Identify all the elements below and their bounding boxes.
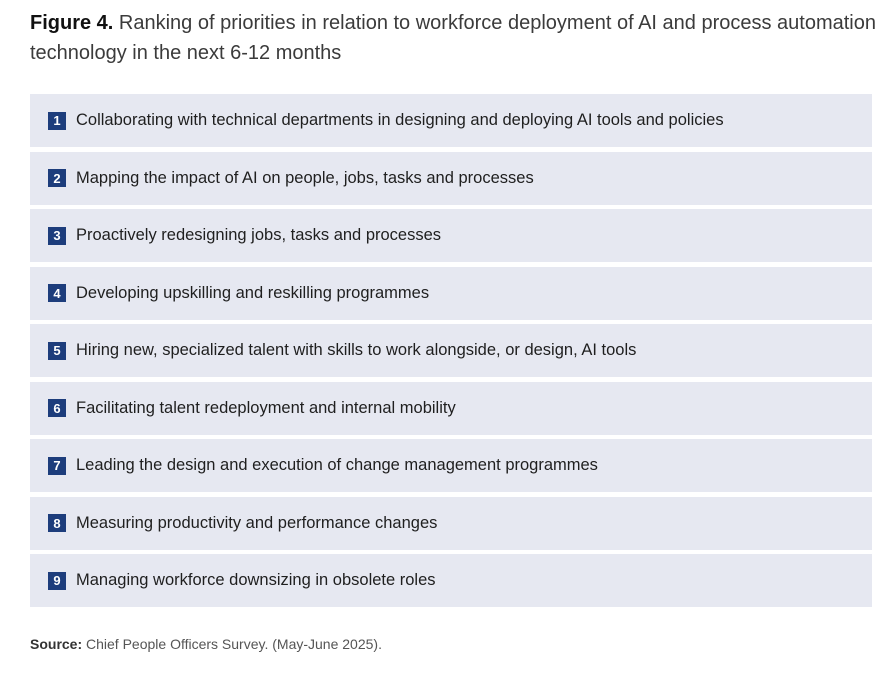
rank-row-7: 7 Leading the design and execution of ch… — [30, 439, 872, 492]
rank-row-5: 5 Hiring new, specialized talent with sk… — [30, 324, 872, 377]
rank-label: Facilitating talent redeployment and int… — [76, 398, 456, 417]
figure-title: Figure 4. Ranking of priorities in relat… — [30, 8, 880, 68]
rank-badge: 3 — [48, 226, 66, 245]
rank-badge: 9 — [48, 571, 66, 590]
figure-label: Figure 4. — [30, 12, 114, 34]
rank-badge: 6 — [48, 399, 66, 417]
rank-row-4: 4 Developing upskilling and reskilling p… — [30, 266, 872, 320]
rank-label: Collaborating with technical departments… — [76, 111, 724, 129]
rank-label: Hiring new, specialized talent with skil… — [76, 341, 637, 359]
rank-badge: 2 — [48, 169, 66, 187]
rank-row-1: 1 Collaborating with technical departmen… — [30, 94, 872, 147]
rank-row-9: 9 Managing workforce downsizing in obsol… — [30, 554, 872, 607]
rank-row-3: 3 Proactively redesigning jobs, tasks an… — [30, 209, 872, 262]
rank-label: Proactively redesigning jobs, tasks and … — [76, 226, 442, 244]
rank-label: Leading the design and execution of chan… — [76, 456, 598, 474]
rank-row-2: 2 Mapping the impact of AI on people, jo… — [30, 151, 872, 205]
rank-label: Measuring productivity and performance c… — [76, 513, 438, 532]
source-note: Source: Chief People Officers Survey. (M… — [30, 636, 382, 652]
rank-row-8: 8 Measuring productivity and performance… — [30, 496, 872, 550]
rank-label: Developing upskilling and reskilling pro… — [76, 283, 430, 302]
source-text: Chief People Officers Survey. (May-June … — [86, 636, 382, 652]
rank-badge: 4 — [48, 284, 66, 302]
source-label: Source: — [30, 636, 83, 652]
rank-label: Mapping the impact of AI on people, jobs… — [76, 168, 534, 187]
rank-badge: 5 — [48, 341, 66, 360]
rank-badge: 7 — [48, 456, 66, 475]
figure-title-text: Ranking of priorities in relation to wor… — [30, 12, 876, 64]
rank-badge: 8 — [48, 514, 66, 532]
rank-badge: 1 — [48, 111, 66, 130]
rank-row-6: 6 Facilitating talent redeployment and i… — [30, 381, 872, 435]
ranking-list: 1 Collaborating with technical departmen… — [30, 94, 872, 612]
rank-label: Managing workforce downsizing in obsolet… — [76, 571, 436, 589]
